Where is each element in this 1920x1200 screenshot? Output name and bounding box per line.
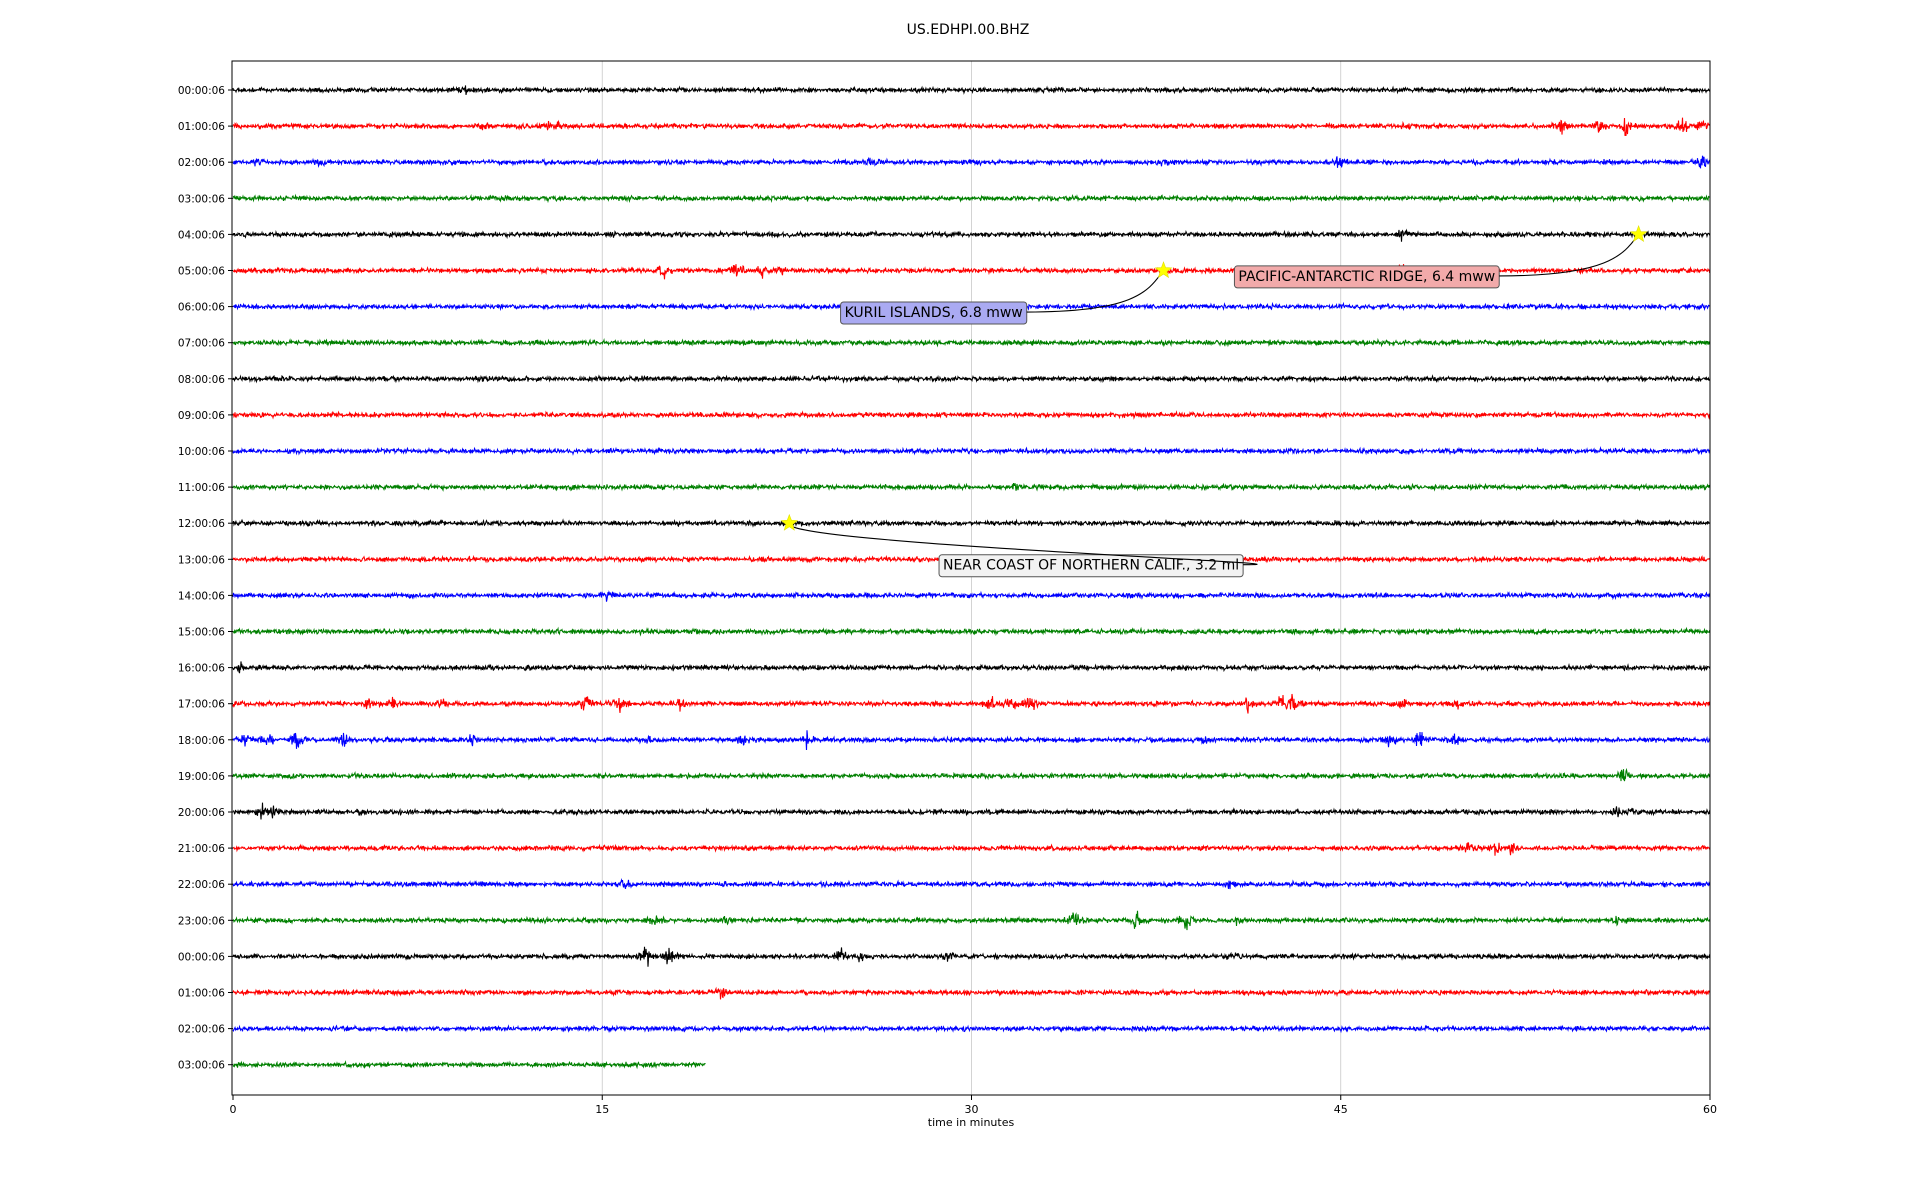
trace-row-21 bbox=[232, 842, 1711, 856]
x-tick-label-45: 45 bbox=[1334, 1103, 1348, 1116]
event-annotations: KURIL ISLANDS, 6.8 mww PACIFIC-ANTARCTIC … bbox=[780, 225, 1648, 578]
row-label-14: 14:00:06 bbox=[178, 590, 225, 602]
row-label-9: 09:00:06 bbox=[178, 410, 225, 422]
trace-row-16 bbox=[232, 661, 1711, 674]
trace-row-19 bbox=[232, 767, 1711, 782]
row-label-24: 00:00:06 bbox=[178, 951, 225, 963]
trace-row-24 bbox=[232, 946, 1711, 967]
row-label-10: 10:00:06 bbox=[178, 446, 225, 458]
event-label-box-2 bbox=[938, 554, 1244, 578]
event-label-box-0 bbox=[840, 301, 1028, 325]
event-star-1 bbox=[1629, 225, 1648, 242]
x-tick-label-60: 60 bbox=[1703, 1103, 1717, 1116]
row-label-21: 21:00:06 bbox=[178, 843, 225, 855]
x-axis-label: time in minutes bbox=[928, 1116, 1015, 1129]
trace-row-25 bbox=[232, 986, 1711, 1000]
trace-row-27 bbox=[232, 1060, 706, 1070]
x-axis-ticks: 0 15 30 45 60 bbox=[230, 1095, 1717, 1116]
row-label-23: 23:00:06 bbox=[178, 915, 225, 927]
trace-row-17 bbox=[232, 693, 1711, 714]
row-label-19: 19:00:06 bbox=[178, 771, 225, 783]
vertical-gridlines bbox=[601, 61, 1342, 1095]
row-label-17: 17:00:06 bbox=[178, 699, 225, 711]
trace-row-22 bbox=[232, 877, 1711, 890]
trace-row-12 bbox=[232, 518, 1711, 528]
event-star-2 bbox=[780, 513, 799, 531]
chart-title: US.EDHPI.00.BHZ bbox=[907, 22, 1030, 38]
trace-row-18 bbox=[232, 730, 1711, 751]
row-label-18: 18:00:06 bbox=[178, 735, 225, 747]
row-label-0: 00:00:06 bbox=[178, 85, 225, 97]
trace-row-26 bbox=[232, 1024, 1711, 1034]
trace-row-23 bbox=[232, 910, 1711, 931]
row-label-4: 04:00:06 bbox=[178, 229, 225, 241]
row-label-5: 05:00:06 bbox=[178, 266, 225, 278]
event-connector-2 bbox=[788, 522, 1258, 566]
trace-row-1 bbox=[232, 117, 1711, 136]
x-tick-label-30: 30 bbox=[965, 1103, 979, 1116]
trace-row-7 bbox=[232, 337, 1711, 348]
trace-row-10 bbox=[232, 445, 1711, 456]
trace-row-2 bbox=[232, 155, 1711, 169]
trace-row-14 bbox=[232, 590, 1711, 602]
trace-row-15 bbox=[232, 626, 1711, 637]
event-star-0 bbox=[1154, 261, 1173, 279]
row-label-15: 15:00:06 bbox=[178, 627, 225, 639]
row-label-8: 08:00:06 bbox=[178, 374, 225, 386]
trace-row-8 bbox=[232, 374, 1711, 384]
trace-row-11 bbox=[232, 482, 1711, 492]
row-label-12: 12:00:06 bbox=[178, 518, 225, 530]
row-label-16: 16:00:06 bbox=[178, 663, 225, 675]
event-connector-1 bbox=[1499, 234, 1640, 277]
row-label-27: 03:00:06 bbox=[178, 1060, 225, 1072]
trace-row-20 bbox=[232, 802, 1711, 820]
row-label-25: 01:00:06 bbox=[178, 988, 225, 1000]
row-label-20: 20:00:06 bbox=[178, 807, 225, 819]
x-tick-label-0: 0 bbox=[230, 1103, 237, 1116]
row-label-6: 06:00:06 bbox=[178, 302, 225, 314]
row-label-22: 22:00:06 bbox=[178, 879, 225, 891]
row-label-26: 02:00:06 bbox=[178, 1024, 225, 1036]
trace-layer bbox=[232, 85, 1711, 1070]
event-label-0: KURIL ISLANDS, 6.8 mww bbox=[845, 305, 1023, 321]
x-tick-label-15: 15 bbox=[595, 1103, 609, 1116]
row-label-7: 07:00:06 bbox=[178, 338, 225, 350]
row-label-1: 01:00:06 bbox=[178, 121, 225, 133]
event-label-box-1 bbox=[1233, 265, 1500, 289]
row-label-13: 13:00:06 bbox=[178, 554, 225, 566]
row-label-11: 11:00:06 bbox=[178, 482, 225, 494]
row-label-3: 03:00:06 bbox=[178, 193, 225, 205]
trace-row-3 bbox=[232, 193, 1711, 204]
event-label-2: NEAR COAST OF NORTHERN CALIF., 3.2 ml bbox=[943, 558, 1239, 574]
row-label-2: 02:00:06 bbox=[178, 157, 225, 169]
trace-row-0 bbox=[232, 85, 1711, 95]
trace-row-9 bbox=[232, 410, 1711, 420]
row-time-labels: 00:00:06 01:00:06 02:00:06 03:00:06 04:00:06… bbox=[178, 85, 233, 1072]
trace-row-4 bbox=[232, 228, 1711, 242]
event-label-1: PACIFIC-ANTARCTIC RIDGE, 6.4 mww bbox=[1238, 269, 1495, 285]
plot-frame bbox=[231, 60, 1711, 1096]
